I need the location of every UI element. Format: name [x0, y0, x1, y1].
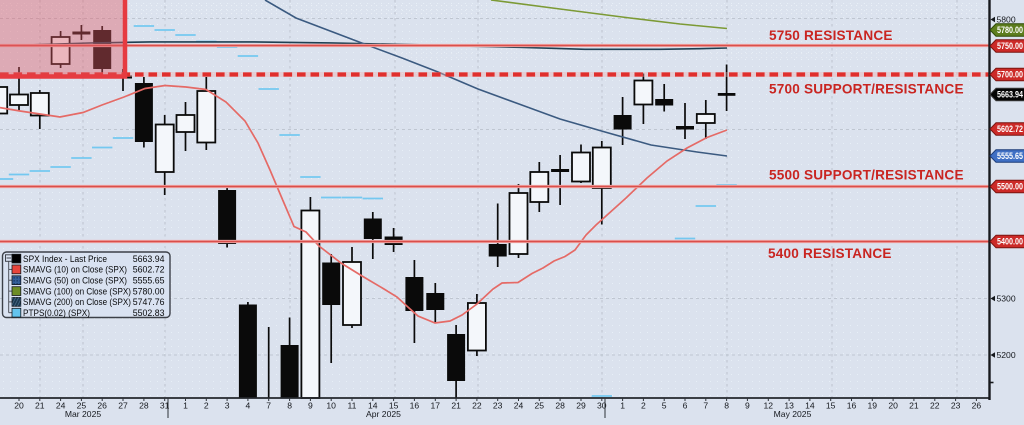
svg-text:5200: 5200	[997, 350, 1016, 360]
svg-text:5555.65: 5555.65	[133, 276, 165, 286]
svg-text:22: 22	[472, 401, 482, 411]
svg-text:PTPS(0.02) (SPX): PTPS(0.02) (SPX)	[23, 308, 90, 318]
svg-text:5400.00: 5400.00	[997, 237, 1023, 247]
svg-text:28: 28	[139, 401, 149, 411]
svg-text:5663.94: 5663.94	[133, 254, 165, 264]
svg-text:23: 23	[951, 401, 961, 411]
svg-text:15: 15	[826, 401, 836, 411]
svg-text:30: 30	[597, 401, 607, 411]
svg-text:SMAVG (50) on Close (SPX): SMAVG (50) on Close (SPX)	[23, 276, 127, 286]
svg-text:17: 17	[431, 401, 441, 411]
svg-text:SMAVG (10) on Close (SPX): SMAVG (10) on Close (SPX)	[23, 265, 127, 275]
svg-text:20: 20	[888, 401, 898, 411]
svg-text:14: 14	[368, 401, 378, 411]
svg-text:28: 28	[555, 401, 565, 411]
svg-text:20: 20	[14, 401, 24, 411]
svg-text:16: 16	[847, 401, 857, 411]
svg-text:5700.00: 5700.00	[997, 70, 1023, 80]
svg-text:1: 1	[183, 401, 188, 411]
svg-text:26: 26	[972, 401, 982, 411]
svg-text:5663.94: 5663.94	[997, 90, 1024, 100]
svg-text:5780.00: 5780.00	[133, 286, 165, 296]
svg-text:22: 22	[930, 401, 940, 411]
svg-text:May 2025: May 2025	[774, 409, 812, 419]
svg-text:21: 21	[35, 401, 45, 411]
svg-text:10: 10	[326, 401, 336, 411]
svg-text:27: 27	[118, 401, 128, 411]
svg-text:21: 21	[451, 401, 461, 411]
svg-text:25: 25	[77, 401, 87, 411]
svg-text:15: 15	[389, 401, 399, 411]
svg-text:23: 23	[493, 401, 503, 411]
svg-text:8: 8	[287, 401, 292, 411]
svg-text:29: 29	[576, 401, 586, 411]
svg-text:24: 24	[514, 401, 524, 411]
svg-text:19: 19	[868, 401, 878, 411]
svg-text:2: 2	[204, 401, 209, 411]
svg-text:5747.76: 5747.76	[133, 297, 165, 307]
svg-text:6: 6	[683, 401, 688, 411]
svg-text:9: 9	[308, 401, 313, 411]
svg-text:9: 9	[745, 401, 750, 411]
svg-text:5500.00: 5500.00	[997, 182, 1023, 192]
svg-text:14: 14	[805, 401, 815, 411]
svg-text:5400 RESISTANCE: 5400 RESISTANCE	[768, 246, 892, 261]
svg-text:5750 RESISTANCE: 5750 RESISTANCE	[769, 28, 893, 43]
svg-text:25: 25	[535, 401, 545, 411]
svg-text:Apr 2025: Apr 2025	[366, 409, 401, 419]
svg-text:5500 SUPPORT/RESISTANCE: 5500 SUPPORT/RESISTANCE	[769, 168, 964, 183]
svg-text:5780.00: 5780.00	[997, 25, 1023, 35]
svg-text:3: 3	[225, 401, 230, 411]
svg-text:13: 13	[784, 401, 794, 411]
svg-text:SMAVG (200) on Close (SPX): SMAVG (200) on Close (SPX)	[23, 297, 131, 307]
svg-text:11: 11	[348, 401, 357, 411]
svg-text:16: 16	[410, 401, 420, 411]
svg-text:7: 7	[703, 401, 708, 411]
svg-text:2: 2	[641, 401, 646, 411]
svg-text:12: 12	[764, 401, 774, 411]
svg-text:5602.72: 5602.72	[133, 265, 165, 275]
svg-text:5700 SUPPORT/RESISTANCE: 5700 SUPPORT/RESISTANCE	[769, 82, 964, 97]
svg-text:5300: 5300	[997, 294, 1016, 304]
svg-text:SMAVG (100) on Close (SPX): SMAVG (100) on Close (SPX)	[23, 286, 131, 296]
svg-text:5555.65: 5555.65	[997, 151, 1023, 161]
svg-text:8: 8	[724, 401, 729, 411]
svg-text:31: 31	[160, 401, 170, 411]
svg-text:SPX Index - Last Price: SPX Index - Last Price	[23, 254, 107, 264]
svg-text:5750.00: 5750.00	[997, 41, 1023, 51]
svg-text:5: 5	[662, 401, 667, 411]
svg-text:Mar 2025: Mar 2025	[65, 409, 102, 419]
svg-text:7: 7	[266, 401, 271, 411]
svg-text:21: 21	[909, 401, 919, 411]
svg-text:24: 24	[56, 401, 66, 411]
svg-text:5502.83: 5502.83	[133, 308, 165, 318]
svg-text:4: 4	[246, 401, 251, 411]
svg-text:1: 1	[620, 401, 625, 411]
svg-text:5800: 5800	[997, 15, 1016, 25]
svg-text:26: 26	[97, 401, 107, 411]
svg-text:5602.72: 5602.72	[997, 124, 1023, 134]
